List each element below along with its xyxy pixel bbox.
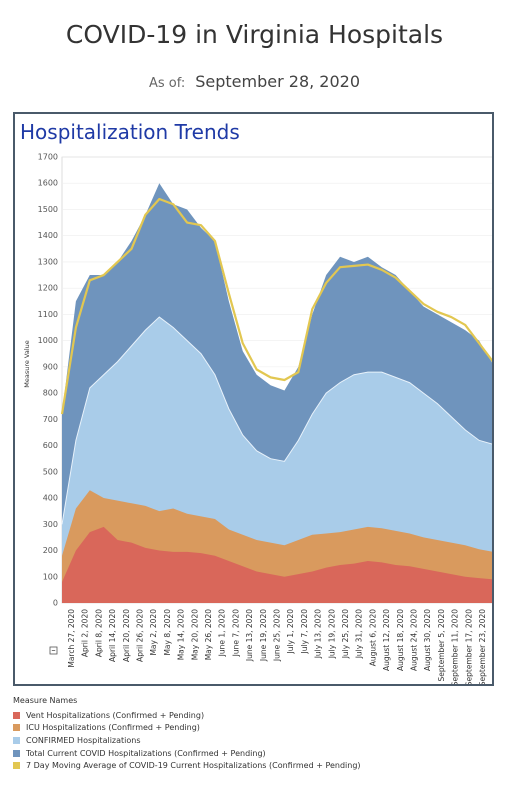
x-tick-label: August 6, 2020 <box>368 609 377 666</box>
x-tick-label: April 2, 2020 <box>81 609 90 657</box>
legend-label: 7 Day Moving Average of COVID-19 Current… <box>26 761 361 771</box>
x-tick-label: September 11, 2020 <box>451 609 460 684</box>
y-tick-label: 500 <box>43 467 58 476</box>
x-tick-label: March 27, 2020 <box>67 609 76 668</box>
x-tick-label: May 2, 2020 <box>149 609 158 656</box>
y-tick-label: 300 <box>43 520 58 529</box>
x-tick-label: April 26, 2020 <box>136 609 145 662</box>
legend-item[interactable]: Total Current COVID Hospitalizations (Co… <box>13 747 361 760</box>
y-tick-label: 1300 <box>38 257 58 266</box>
legend-label: Vent Hospitalizations (Confirmed + Pendi… <box>26 710 205 720</box>
legend-swatch <box>13 736 20 744</box>
y-tick-label: 1000 <box>38 336 58 345</box>
as-of-label: As of: <box>148 76 186 91</box>
legend-item[interactable]: ICU Hospitalizations (Confirmed + Pendin… <box>13 722 361 735</box>
legend-item[interactable]: 7 Day Moving Average of COVID-19 Current… <box>13 759 361 772</box>
area-series <box>61 183 492 603</box>
x-tick-label: September 5, 2020 <box>437 609 446 682</box>
x-tick-label: September 23, 2020 <box>478 609 487 684</box>
x-tick-label: September 17, 2020 <box>464 609 473 684</box>
x-tick-label: May 26, 2020 <box>204 609 213 661</box>
hospitalization-chart: 0 100 200 300 400 500 600 700 800 900 1000 1100 1200… <box>23 153 492 684</box>
line-series <box>60 197 492 415</box>
y-tick-label: 900 <box>43 362 58 371</box>
y-axis-label: Measure Value <box>23 340 31 388</box>
x-tick-label: April 14, 2020 <box>108 609 117 662</box>
legend-label: CONFIRMED Hospitalizations <box>26 735 141 745</box>
confirmed-edge <box>61 316 492 525</box>
legend-swatch <box>13 711 20 719</box>
x-tick-label: June 25, 2020 <box>273 609 282 662</box>
y-tick-label: 700 <box>43 415 58 424</box>
y-tick-label: 1500 <box>38 205 58 214</box>
y-tick-label: 200 <box>43 546 58 555</box>
x-tick-label: August 12, 2020 <box>382 609 391 671</box>
x-tick-label: June 19, 2020 <box>259 609 268 662</box>
y-tick-label: 1700 <box>38 153 58 162</box>
legend-label: Total Current COVID Hospitalizations (Co… <box>26 748 266 758</box>
y-tick-label: 400 <box>43 494 58 503</box>
hospitalization-trends-panel: Hospitalization Trends 0 100 200 300 400 500 6… <box>13 112 494 686</box>
x-tick-label: July 1, 2020 <box>286 609 295 655</box>
x-tick-label: July 13, 2020 <box>314 609 323 659</box>
x-tick-label: June 1, 2020 <box>218 609 227 658</box>
x-tick-label: August 30, 2020 <box>423 609 432 671</box>
legend-item[interactable]: Vent Hospitalizations (Confirmed + Pendi… <box>13 709 361 722</box>
legend-swatch <box>13 724 20 732</box>
x-tick-label: August 24, 2020 <box>410 609 419 671</box>
y-tick-label: 600 <box>43 441 58 450</box>
panel-title: Hospitalization Trends <box>20 120 240 144</box>
x-tick-label: July 7, 2020 <box>300 609 309 655</box>
x-tick-label: June 13, 2020 <box>245 609 254 662</box>
x-tick-label: July 31, 2020 <box>355 609 364 659</box>
x-tick-label: July 19, 2020 <box>327 609 336 659</box>
collapse-toggle[interactable] <box>49 646 58 655</box>
page-title: COVID-19 in Virginia Hospitals <box>65 20 444 49</box>
x-tick-labels: March 27, 2020 April 2, 2020 April 8, 2020… <box>67 609 487 684</box>
y-tick-label: 1400 <box>38 231 58 240</box>
legend-items: Vent Hospitalizations (Confirmed + Pendi… <box>13 709 361 772</box>
x-tick-label: April 8, 2020 <box>94 609 103 657</box>
legend-swatch <box>13 762 20 770</box>
x-tick-label: June 7, 2020 <box>231 609 240 658</box>
x-tick-label: July 25, 2020 <box>341 609 350 659</box>
y-tick-label: 1200 <box>38 284 58 293</box>
y-tick-label: 800 <box>43 389 58 398</box>
legend-swatch <box>13 749 20 757</box>
x-tick-label: May 14, 2020 <box>177 609 186 661</box>
x-tick-label: May 8, 2020 <box>163 609 172 656</box>
moving-average-line <box>60 197 492 415</box>
y-tick-labels: 0 100 200 300 400 500 600 700 800 900 1000 1100 1200… <box>38 153 58 608</box>
y-tick-label: 100 <box>43 572 58 581</box>
x-tick-label: April 20, 2020 <box>122 609 131 662</box>
y-tick-label: 1600 <box>38 179 58 188</box>
x-tick-label: August 18, 2020 <box>396 609 405 671</box>
legend: Measure Names Vent Hospitalizations (Con… <box>13 696 361 772</box>
legend-item[interactable]: CONFIRMED Hospitalizations <box>13 734 361 747</box>
y-tick-label: 1100 <box>38 310 58 319</box>
y-tick-label: 0 <box>53 599 58 608</box>
legend-title: Measure Names <box>13 696 78 705</box>
legend-label: ICU Hospitalizations (Confirmed + Pendin… <box>26 723 200 733</box>
area-series-path <box>62 526 492 603</box>
x-tick-label: May 20, 2020 <box>190 609 199 661</box>
as-of-line: As of: September 28, 2020 <box>0 72 509 91</box>
as-of-date: September 28, 2020 <box>195 72 361 91</box>
